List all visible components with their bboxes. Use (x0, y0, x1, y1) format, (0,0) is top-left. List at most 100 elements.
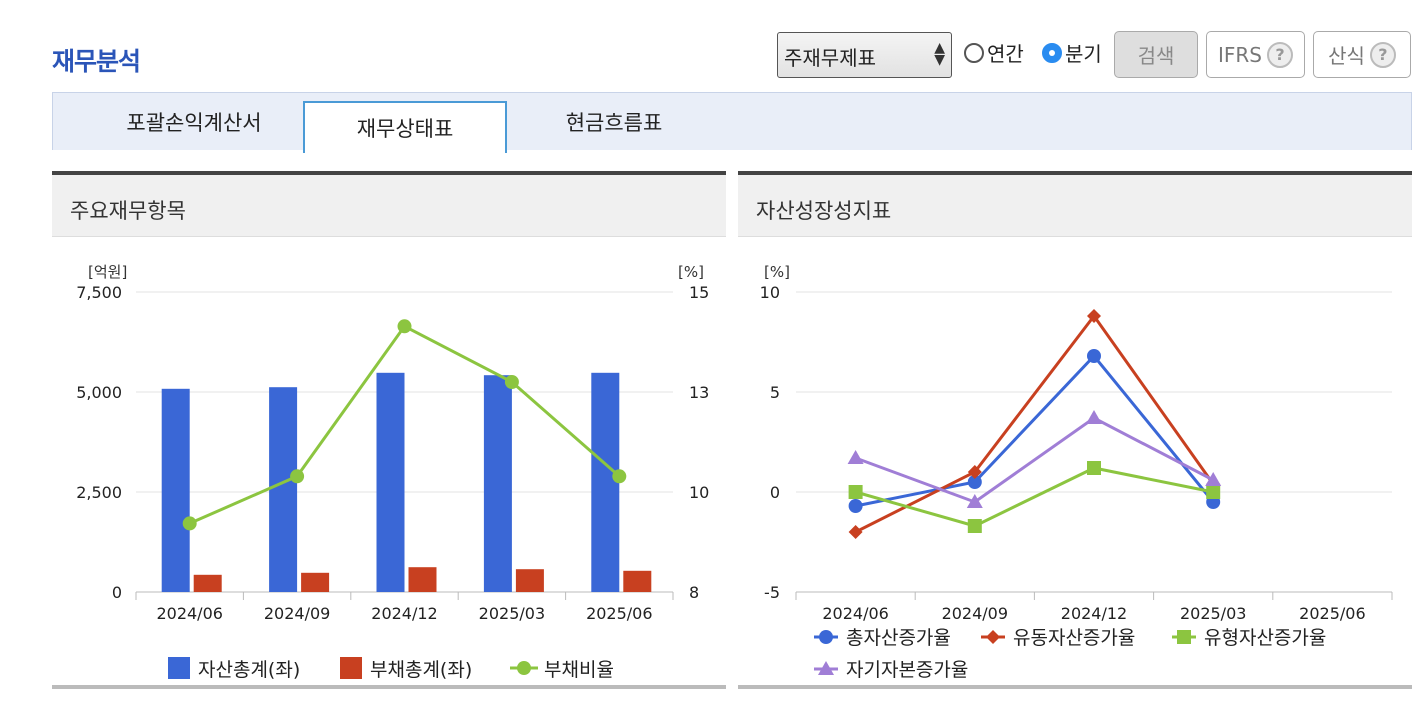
bar-total-assets (376, 372, 405, 592)
point-series-1 (1087, 309, 1101, 323)
legend-marker-series-2 (1177, 630, 1191, 644)
point-series-3 (1205, 472, 1222, 486)
y2-tick-label: 8 (689, 583, 699, 602)
left-axis-unit: [억원] (88, 263, 127, 281)
y-tick-label: 0 (770, 483, 780, 502)
point-series-0 (848, 499, 863, 513)
legend-label: 총자산증가율 (846, 627, 951, 649)
legend-label: 자기자본증가율 (846, 659, 968, 681)
panel-title: 자산성장성지표 (738, 175, 1412, 237)
bar-total-liabilities (408, 567, 437, 592)
y2-tick-label: 10 (689, 483, 709, 502)
point-debt-ratio (504, 375, 519, 389)
bar-total-liabilities (515, 569, 544, 592)
page-title: 재무분석 (52, 47, 141, 76)
panel-title: 주요재무항목 (52, 175, 726, 237)
point-series-2 (1087, 461, 1101, 475)
x-tick-label: 2025/03 (479, 604, 545, 623)
search-button-label: 검색 (1137, 44, 1175, 68)
legend-label: 자산총계(좌) (198, 659, 300, 681)
point-debt-ratio (397, 319, 412, 334)
x-tick-label: 2025/03 (1180, 604, 1246, 623)
formula-help-button[interactable]: 산식 ? (1313, 31, 1411, 78)
asset-growth-chart: [%] -5 0 5 10 2024/06 2024/09 2024/12 2025/03 202… (760, 263, 1393, 681)
line-series-3 (855, 416, 1214, 504)
y-tick-label: 5 (770, 383, 780, 402)
point-debt-ratio (612, 469, 627, 484)
legend-marker-series-1 (986, 630, 1000, 644)
legend-marker-debt-ratio (517, 661, 531, 675)
x-tick-label: 2025/06 (586, 604, 652, 623)
x-tick-label: 2024/09 (264, 604, 330, 623)
chevron-updown-icon: ▲ ▼ (934, 40, 945, 68)
y2-tick-label: 15 (689, 283, 709, 302)
x-tick-label: 2024/06 (156, 604, 222, 623)
bar-total-liabilities (301, 572, 330, 592)
line-series-2 (855, 466, 1214, 528)
radio-quarter[interactable]: 분기 (1042, 38, 1102, 67)
bar-total-assets (269, 387, 298, 592)
legend-swatch-total-liabilities (340, 657, 362, 679)
y-tick-label: 0 (112, 583, 122, 602)
statement-tabs: 포괄손익계산서 재무상태표 현금흐름표 (52, 92, 1412, 153)
x-tick-label: 2024/12 (1061, 604, 1127, 623)
point-series-0 (967, 475, 982, 489)
y-tick-label: 5,000 (76, 383, 122, 402)
line-series-0 (855, 353, 1215, 508)
y-tick-label: 2,500 (76, 483, 122, 502)
x-tick-label: 2024/06 (822, 604, 888, 623)
radio-quarter-label: 분기 (1065, 42, 1102, 66)
radio-selected-icon (1042, 42, 1062, 63)
point-series-2 (848, 485, 863, 499)
radio-annual-label: 연간 (987, 42, 1024, 66)
x-tick-label: 2025/06 (1299, 604, 1365, 623)
point-series-3 (847, 450, 864, 464)
point-series-3 (1086, 410, 1102, 424)
y-tick-label: 7,500 (76, 283, 122, 302)
question-icon: ? (1267, 41, 1293, 68)
key-financials-panel: 주요재무항목 [억원] [%] 0 2,500 5,000 7,500 8 10 13 15 202… (52, 171, 726, 689)
point-series-2 (1206, 485, 1221, 499)
legend-label: 부채비율 (544, 659, 614, 681)
bar-total-assets (591, 372, 620, 592)
point-series-3 (966, 494, 983, 508)
ifrs-help-button[interactable]: IFRS ? (1206, 31, 1305, 78)
ifrs-label: IFRS (1218, 42, 1262, 67)
x-tick-label: 2024/12 (371, 604, 437, 623)
point-debt-ratio (182, 516, 197, 531)
x-tick-label: 2024/09 (942, 604, 1008, 623)
bar-total-liabilities (193, 574, 222, 592)
legend-label: 유동자산증가율 (1013, 627, 1135, 649)
legend-marker-series-0 (819, 630, 833, 644)
tab-balance-sheet[interactable]: 재무상태표 (303, 101, 507, 153)
bar-total-assets (161, 388, 190, 592)
select-value: 주재무제표 (784, 46, 876, 70)
point-series-2 (967, 519, 982, 533)
radio-circle-icon (964, 42, 984, 63)
bar-total-liabilities (623, 570, 652, 592)
y-axis-unit: [%] (764, 263, 790, 281)
point-series-0 (1087, 349, 1101, 363)
tab-cash-flow[interactable]: 현금흐름표 (565, 111, 663, 135)
search-button[interactable]: 검색 (1114, 31, 1198, 78)
line-series-1 (854, 313, 1215, 534)
y2-tick-label: 13 (689, 383, 709, 402)
legend-marker-series-3 (818, 661, 834, 675)
point-series-1 (967, 465, 982, 479)
page-header: 재무분석 주재무제표 ▲ ▼ 연간 분기 검색 IFRS ? 산식 ? (0, 0, 1425, 92)
tab-income-statement[interactable]: 포괄손익계산서 (126, 111, 262, 135)
statement-type-select[interactable]: 주재무제표 ▲ ▼ (777, 32, 952, 78)
bar-total-assets (483, 375, 512, 592)
key-financials-chart: [억원] [%] 0 2,500 5,000 7,500 8 10 13 15 2024/06 202… (76, 263, 709, 681)
right-axis-unit: [%] (678, 263, 704, 281)
point-debt-ratio (290, 469, 305, 484)
y-tick-label: 10 (760, 283, 780, 302)
asset-growth-panel: 자산성장성지표 [%] -5 0 5 10 2024/06 2024/09 2024/12 20… (738, 171, 1412, 689)
legend-swatch-total-assets (168, 657, 190, 679)
legend-label: 유형자산증가율 (1204, 627, 1326, 649)
point-series-1 (848, 525, 863, 539)
y-tick-label: -5 (764, 583, 780, 602)
question-icon: ? (1369, 41, 1396, 68)
radio-annual[interactable]: 연간 (964, 38, 1024, 67)
formula-label: 산식 (1328, 44, 1365, 68)
